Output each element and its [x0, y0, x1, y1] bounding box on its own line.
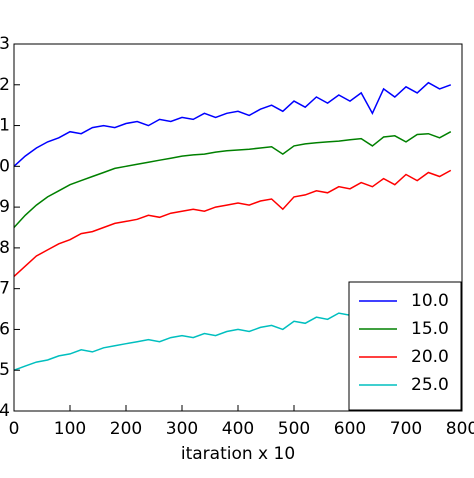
x-tick-label: 200 — [110, 419, 142, 439]
series-line — [13, 169, 452, 277]
legend-label: 15.0 — [411, 319, 449, 339]
legend-box — [348, 281, 462, 411]
y-tick-label: 9 — [0, 197, 10, 217]
legend-label: 20.0 — [411, 347, 449, 367]
y-tick-label: 2 — [0, 75, 10, 95]
y-tick-label: 4 — [0, 401, 10, 421]
series-line — [13, 131, 452, 229]
y-tick-label: 0 — [0, 156, 10, 176]
y-tick-label: 8 — [0, 238, 10, 258]
x-tick-label: 400 — [222, 419, 254, 439]
x-tick-label: 500 — [278, 419, 310, 439]
x-tick-label: 100 — [54, 419, 86, 439]
y-tick-label: 1 — [0, 116, 10, 136]
x-tick-label: 700 — [390, 419, 422, 439]
y-tick-label: 7 — [0, 279, 10, 299]
legend-label: 25.0 — [411, 375, 449, 395]
x-axis-label: itaration x 10 — [181, 444, 295, 464]
x-tick-label: 300 — [166, 419, 198, 439]
x-tick-label: 800 — [446, 419, 474, 439]
x-tick-label: 600 — [334, 419, 366, 439]
x-tick-label: 0 — [9, 419, 20, 439]
y-tick-label: 6 — [0, 319, 10, 339]
y-tick-label: 3 — [0, 34, 10, 54]
legend-label: 10.0 — [411, 291, 449, 311]
y-tick-label: 5 — [0, 360, 10, 380]
series-line — [13, 81, 452, 167]
